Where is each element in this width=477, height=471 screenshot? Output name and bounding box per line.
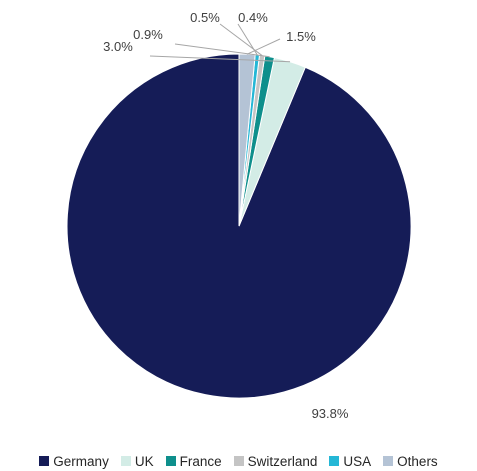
- legend-item-uk: UK: [120, 453, 154, 469]
- leader-line-others: [246, 38, 281, 55]
- legend-swatch: [329, 456, 340, 466]
- leader-lines: [149, 23, 291, 63]
- legend-item-usa: USA: [329, 454, 371, 469]
- legend-label: USA: [343, 453, 372, 469]
- data-label-france: 0.9%: [133, 27, 163, 42]
- data-label-usa: 0.4%: [238, 10, 268, 25]
- legend-label: Others: [397, 453, 438, 469]
- data-label-others: 1.5%: [286, 29, 316, 44]
- legend-swatch: [383, 456, 394, 466]
- legend-item-others: Others: [383, 454, 438, 469]
- legend-item-germany: Germany: [39, 454, 109, 469]
- data-label-germany: 93.8%: [312, 406, 349, 421]
- data-label-uk: 3.0%: [103, 39, 133, 54]
- legend-label: Switzerland: [247, 453, 318, 469]
- legend-swatch: [233, 456, 244, 466]
- legend-label: UK: [134, 453, 154, 469]
- legend-item-switzerland: Switzerland: [233, 453, 318, 469]
- legend-label: Germany: [53, 453, 109, 469]
- leader-line-uk: [149, 55, 291, 63]
- data-label-switzerland: 0.5%: [190, 10, 220, 25]
- legend-label: France: [179, 453, 222, 469]
- legend-swatch: [39, 456, 50, 466]
- legend-item-france: France: [165, 453, 222, 469]
- leader-line-france: [174, 43, 270, 58]
- legend-swatch: [165, 456, 176, 466]
- leader-line-usa: [237, 23, 258, 56]
- legend: Germany UK France Switzerland USA Others: [0, 451, 477, 471]
- data-labels: 93.8% 3.0%0.9% 0.5% 0.4% 1.5%: [103, 10, 349, 421]
- legend-swatch: [120, 456, 131, 466]
- pie-slices: [66, 53, 412, 399]
